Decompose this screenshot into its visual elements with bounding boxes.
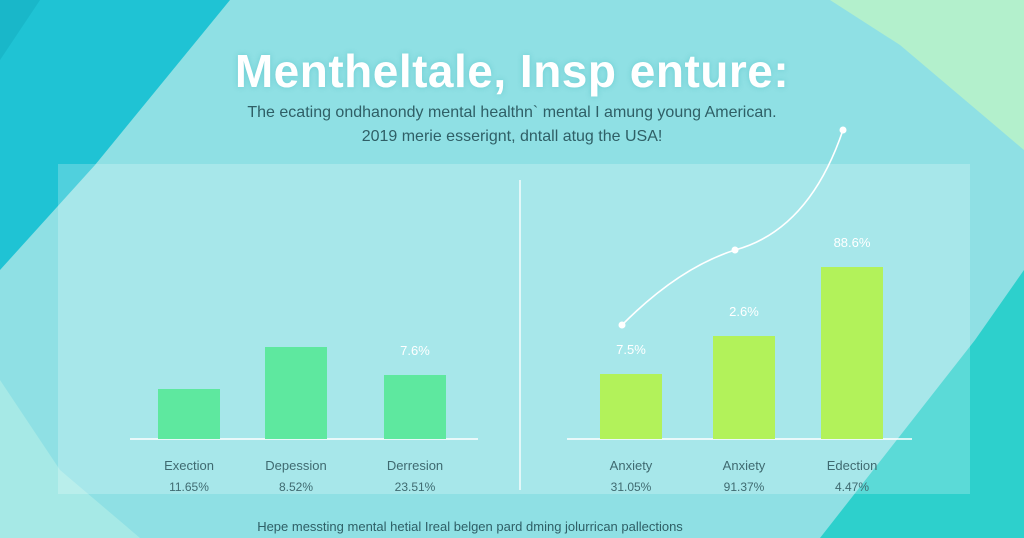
footer-caption: Hepe messting mental hetial Ireal belgen… <box>257 519 683 534</box>
category-label: Exection <box>164 458 214 473</box>
bar <box>821 267 883 439</box>
category-label: Anxiety <box>610 458 653 473</box>
bar <box>600 374 662 439</box>
background-shape-top-right <box>830 0 1024 150</box>
category-value-label: 23.51% <box>395 480 436 494</box>
category-value-label: 11.65% <box>169 480 209 494</box>
category-value-label: 91.37% <box>724 480 765 494</box>
trend-point <box>731 246 739 254</box>
subtitle-line-2: 2019 merie esserignt, dntall atug the US… <box>361 128 663 145</box>
data-label: 2.6% <box>729 304 759 319</box>
data-label: 7.5% <box>616 342 646 357</box>
category-label: Depession <box>265 458 326 473</box>
bar <box>384 375 446 439</box>
category-label: Derresion <box>387 458 443 473</box>
subtitle-line-1: The ecating ondhanondy mental healthn` m… <box>247 104 777 121</box>
category-value-label: 4.47% <box>835 480 869 494</box>
bar <box>713 336 775 439</box>
data-label: 7.6% <box>400 343 430 358</box>
trend-line <box>621 129 844 326</box>
background-shape-corner <box>0 0 40 60</box>
background-shape-bottom-left <box>0 380 140 538</box>
trend-point <box>839 126 847 134</box>
category-value-label: 8.52% <box>279 480 313 494</box>
category-label: Anxiety <box>723 458 766 473</box>
background-shape-top-left <box>0 0 230 270</box>
category-label: Edection <box>827 458 878 473</box>
page-title: Mentheltale, Insp enture: <box>234 45 790 97</box>
bar <box>265 347 327 439</box>
bar <box>158 389 220 439</box>
data-label: 88.6% <box>834 235 871 250</box>
category-value-label: 31.05% <box>611 480 652 494</box>
background-shape-bottom-right <box>820 270 1024 538</box>
trend-point <box>618 321 626 329</box>
